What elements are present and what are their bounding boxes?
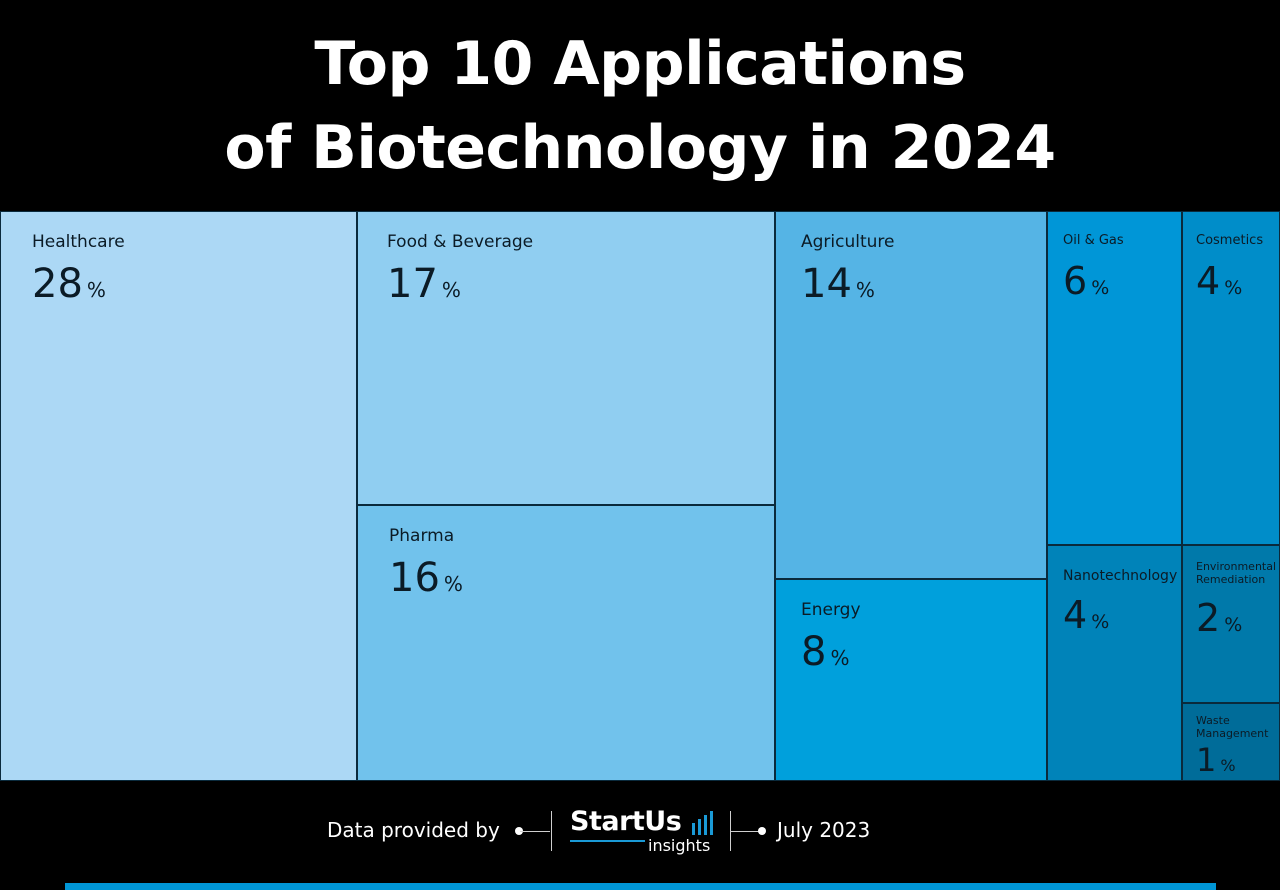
- tile-value: 17%: [387, 264, 461, 304]
- tile-value-unit: %: [1224, 277, 1243, 299]
- tile-value-unit: %: [1220, 756, 1236, 775]
- treemap-tile-waste-management: Waste Management 1%: [1182, 703, 1280, 781]
- tile-value-unit: %: [441, 278, 461, 302]
- tile-value: 4%: [1063, 596, 1109, 634]
- tile-value-unit: %: [86, 278, 106, 302]
- chart-title-line2: of Biotechnology in 2024: [224, 113, 1056, 183]
- tile-value-unit: %: [855, 278, 875, 302]
- tile-value: 14%: [801, 264, 875, 304]
- tile-label: Nanotechnology: [1063, 568, 1178, 584]
- tile-label: Healthcare: [32, 232, 125, 252]
- tile-label: Pharma: [389, 526, 455, 546]
- connector-dot-right: [758, 827, 766, 835]
- treemap-tile-healthcare: Healthcare 28%: [0, 211, 357, 781]
- divider-right: [730, 811, 731, 851]
- footer: Data provided by StartUs insights July 2…: [0, 800, 1280, 860]
- connector-line-right: [731, 831, 761, 832]
- tile-value: 1%: [1196, 744, 1236, 776]
- treemap-tile-agriculture: Agriculture 14%: [775, 211, 1047, 579]
- tile-label: Food & Beverage: [387, 232, 534, 252]
- treemap-tile-environmental-remediation: Environmental Remediation 2%: [1182, 545, 1280, 703]
- divider-left: [551, 811, 552, 851]
- treemap-tile-pharma: Pharma 16%: [357, 505, 775, 781]
- tile-label: Agriculture: [801, 232, 895, 252]
- tile-value-number: 4: [1063, 593, 1088, 637]
- tile-value: 4%: [1196, 262, 1242, 300]
- data-provided-by-label: Data provided by: [327, 818, 500, 842]
- tile-label: Oil & Gas: [1063, 233, 1124, 248]
- tile-value-unit: %: [830, 646, 850, 670]
- treemap-tile-energy: Energy 8%: [775, 579, 1047, 781]
- tile-value-unit: %: [1224, 614, 1243, 636]
- tile-value-unit: %: [1091, 277, 1110, 299]
- tile-value: 2%: [1196, 599, 1242, 637]
- tile-value-number: 2: [1196, 596, 1221, 640]
- tile-value-number: 28: [32, 261, 83, 307]
- bottom-accent-bar: [65, 883, 1216, 890]
- connector-line-left: [520, 831, 550, 832]
- tile-value: 28%: [32, 264, 106, 304]
- tile-value-number: 17: [387, 261, 438, 307]
- connector-dot-left: [515, 827, 523, 835]
- startus-logo-sub: insights: [648, 836, 711, 855]
- tile-value-number: 1: [1196, 741, 1217, 779]
- tile-value-number: 6: [1063, 259, 1088, 303]
- treemap-tile-cosmetics: Cosmetics 4%: [1182, 211, 1280, 545]
- treemap: Healthcare 28% Food & Beverage 17% Pharma 16%…: [0, 211, 1280, 781]
- tile-value-unit: %: [443, 572, 463, 596]
- logo-underline: [570, 840, 645, 842]
- tile-value: 16%: [389, 558, 463, 598]
- tile-label: Energy: [801, 600, 861, 620]
- tile-label: Environmental Remediation: [1196, 560, 1277, 587]
- chart-title: Top 10 Applications of Biotechnology in …: [0, 22, 1280, 190]
- report-date: July 2023: [777, 818, 871, 842]
- tile-label: Cosmetics: [1196, 233, 1264, 248]
- treemap-tile-food-beverage: Food & Beverage 17%: [357, 211, 775, 505]
- bar-chart-icon: [692, 811, 713, 835]
- treemap-tile-nanotechnology: Nanotechnology 4%: [1047, 545, 1182, 781]
- tile-label: Waste Management: [1196, 714, 1269, 741]
- tile-value-number: 8: [801, 629, 827, 675]
- tile-value-number: 4: [1196, 259, 1221, 303]
- startus-logo-name: StartUs: [570, 806, 682, 837]
- tile-value: 6%: [1063, 262, 1109, 300]
- treemap-tile-oil-gas: Oil & Gas 6%: [1047, 211, 1182, 545]
- tile-value-number: 16: [389, 555, 440, 601]
- tile-value: 8%: [801, 632, 849, 672]
- tile-value-number: 14: [801, 261, 852, 307]
- tile-value-unit: %: [1091, 611, 1110, 633]
- chart-title-line1: Top 10 Applications: [314, 29, 966, 99]
